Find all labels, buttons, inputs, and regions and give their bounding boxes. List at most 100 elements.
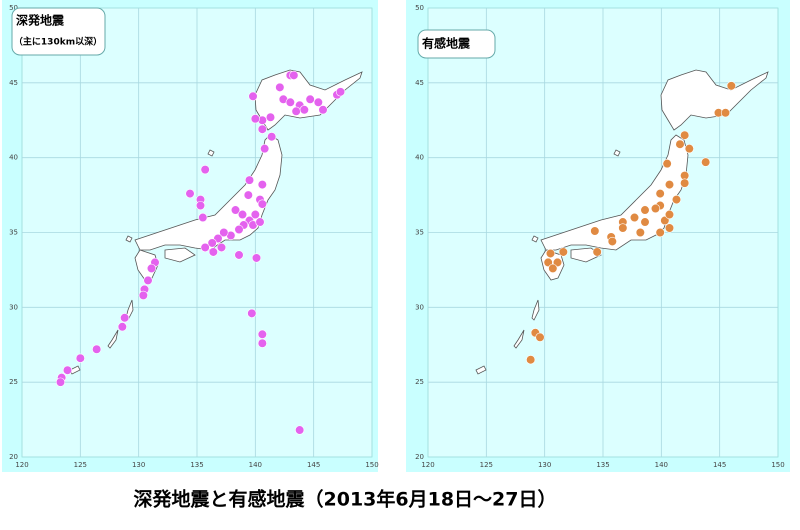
quake-point: [640, 217, 650, 227]
label-box: [11, 7, 106, 56]
quake-point: [257, 124, 267, 134]
y-tick-label: 50: [415, 4, 424, 12]
quake-point: [55, 377, 66, 387]
quake-point: [635, 227, 645, 238]
quake-point: [313, 97, 323, 107]
quake-point: [62, 365, 73, 375]
x-tick-label: 120: [421, 461, 434, 469]
panel-title: 深発地震: [16, 13, 65, 28]
quake-point: [216, 242, 227, 253]
x-tick-label: 140: [655, 461, 668, 469]
x-tick-label: 140: [249, 461, 262, 469]
quake-point: [257, 338, 267, 348]
quake-point: [726, 81, 736, 91]
quake-point: [671, 194, 682, 205]
quake-point: [684, 144, 694, 154]
quake-point: [185, 188, 195, 199]
quake-point: [234, 224, 244, 235]
quake-point: [207, 238, 217, 248]
panel-subtitle: （主に130km以深）: [14, 36, 102, 48]
x-tick-label: 120: [15, 461, 28, 469]
x-tick-label: 145: [713, 461, 726, 469]
quake-point: [250, 209, 260, 220]
y-tick-label: 25: [9, 378, 18, 386]
quake-point: [251, 253, 262, 263]
quake-point: [629, 212, 640, 223]
y-tick-label: 40: [9, 154, 18, 162]
quake-point: [650, 203, 661, 214]
y-tick-label: 40: [415, 154, 424, 162]
quake-point: [675, 139, 685, 149]
quake-point: [558, 247, 568, 257]
quake-point: [75, 353, 85, 363]
quake-point: [590, 226, 600, 236]
x-tick-label: 130: [538, 461, 551, 469]
quake-point: [200, 242, 210, 253]
quake-point: [230, 205, 241, 215]
y-tick-label: 25: [415, 378, 424, 386]
x-tick-label: 125: [480, 461, 493, 469]
quake-point: [299, 105, 309, 115]
quake-point: [234, 250, 244, 260]
quake-point: [247, 308, 257, 318]
quake-point: [146, 263, 157, 274]
quake-point: [195, 200, 206, 211]
x-tick-label: 150: [365, 461, 378, 469]
quake-point: [257, 199, 267, 209]
page-title: 深発地震と有感地震（2013年6月18日～27日）: [134, 488, 557, 511]
quake-point: [275, 82, 285, 92]
marks: [55, 70, 736, 435]
y-tick-label: 30: [415, 303, 424, 311]
quake-point: [607, 236, 617, 247]
quake-point: [655, 188, 665, 199]
quake-point: [117, 322, 127, 332]
quake-point: [265, 112, 276, 122]
quake-point: [295, 425, 305, 435]
quake-point: [208, 247, 218, 257]
quake-point: [291, 106, 301, 116]
y-tick-label: 35: [9, 229, 18, 237]
y-tick-label: 20: [415, 453, 424, 461]
y-tick-label: 20: [9, 453, 18, 461]
quake-point: [640, 205, 650, 215]
quake-point: [545, 248, 556, 259]
quake-point: [143, 275, 153, 285]
quake-point: [664, 223, 675, 233]
quake-point: [305, 94, 315, 104]
quake-point: [680, 130, 690, 140]
quake-point: [285, 97, 295, 107]
x-tick-label: 135: [596, 461, 609, 469]
panel-title: 有感地震: [422, 36, 471, 51]
quake-point: [120, 313, 130, 323]
quake-point: [289, 70, 299, 80]
quake-point: [548, 263, 558, 274]
y-tick-label: 30: [9, 303, 18, 311]
y-tick-label: 45: [9, 79, 18, 87]
quake-point: [701, 157, 711, 167]
quake-point: [535, 332, 545, 342]
quake-point: [680, 178, 690, 188]
quake-point: [318, 105, 328, 115]
x-tick-label: 145: [307, 461, 320, 469]
x-tick-label: 150: [771, 461, 784, 469]
quake-point: [219, 227, 229, 238]
quake-point: [720, 108, 731, 118]
y-tick-label: 50: [9, 4, 18, 12]
y-tick-label: 45: [415, 79, 424, 87]
quake-point: [662, 159, 672, 169]
x-tick-label: 135: [190, 461, 203, 469]
quake-point: [243, 190, 253, 200]
quake-point: [248, 91, 258, 101]
quake-point: [255, 217, 265, 227]
quake-point: [237, 209, 248, 220]
quake-point: [664, 209, 675, 220]
quake-point: [200, 165, 210, 175]
quake-point: [260, 144, 270, 154]
quake-point: [138, 290, 148, 300]
quake-point: [618, 223, 628, 233]
quake-point: [257, 180, 267, 190]
quake-point: [244, 175, 255, 185]
quake-point: [592, 247, 602, 257]
quake-point: [92, 344, 102, 354]
